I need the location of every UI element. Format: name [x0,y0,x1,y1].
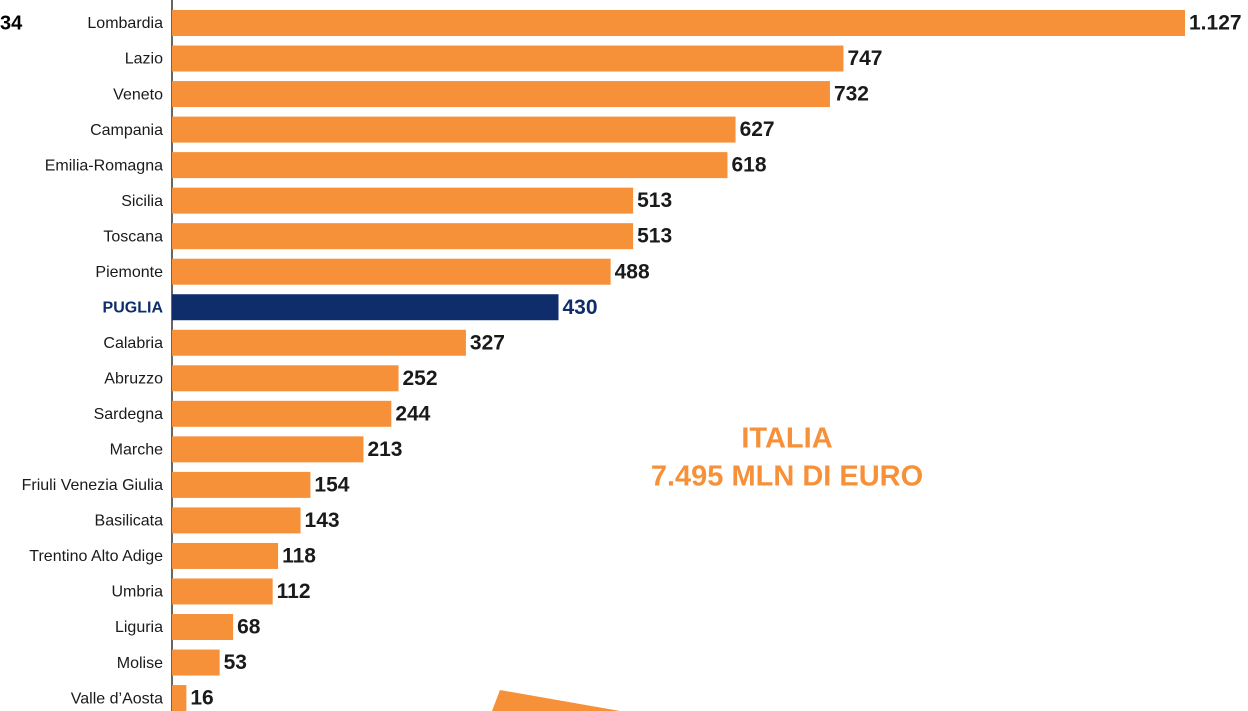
bar [172,542,279,569]
category-label: Lombardia [87,15,163,32]
category-label: Emilia-Romagna [45,157,163,174]
value-label: 627 [740,118,775,141]
category-label: Abruzzo [104,371,163,388]
category-label: Umbria [111,584,163,601]
bar [172,81,830,108]
value-label: 16 [190,687,213,710]
annotation: 7.495 MLN DI EURO [651,461,923,493]
value-label: 430 [563,296,598,319]
category-label: Veneto [113,86,163,103]
value-label: 112 [277,580,311,603]
value-label: 488 [615,260,650,283]
bar [172,365,399,392]
value-label: 252 [403,367,438,390]
bar [172,471,311,498]
bar [172,10,1185,36]
bar [172,614,234,641]
bar [172,258,611,285]
bar [172,45,844,72]
category-label: Molise [117,655,163,672]
value-label: 618 [731,154,766,177]
category-label: Basilicata [95,513,164,530]
bar [172,187,634,214]
category-label: Friuli Venezia Giulia [22,477,164,494]
bar [172,649,220,676]
value-label: 1.127 [1189,12,1242,35]
category-label: Marche [110,442,163,459]
value-label: 213 [367,438,402,461]
bar [172,400,392,427]
bar [172,152,728,179]
bar [172,294,559,321]
category-label: Sicilia [121,193,163,210]
decoration [492,690,620,711]
bar [172,223,634,250]
category-label: Lazio [125,51,163,68]
annotation: ITALIA [741,423,832,455]
side-text: 34 [0,12,23,34]
value-label: 143 [305,509,340,532]
value-label: 118 [282,544,316,567]
bar [172,436,364,463]
value-label: 154 [314,473,349,496]
value-label: 53 [224,651,247,674]
category-label: Valle d’Aosta [71,690,163,707]
value-label: 68 [237,616,261,639]
category-label: Piemonte [95,264,163,281]
bar [172,507,301,534]
bar [172,685,187,711]
bar [172,329,466,356]
value-label: 513 [637,189,672,212]
category-label: PUGLIA [103,299,164,316]
category-label: Liguria [115,619,163,636]
bar [172,578,273,605]
category-label: Toscana [103,228,163,245]
value-label: 327 [470,331,505,354]
value-label: 244 [395,402,430,425]
category-label: Campania [90,122,163,139]
value-label: 513 [637,225,672,248]
value-label: 747 [847,47,882,70]
category-label: Calabria [103,335,163,352]
category-label: Trentino Alto Adige [29,548,163,565]
value-label: 732 [834,83,869,106]
bar [172,116,736,143]
category-label: Sardegna [94,406,163,423]
